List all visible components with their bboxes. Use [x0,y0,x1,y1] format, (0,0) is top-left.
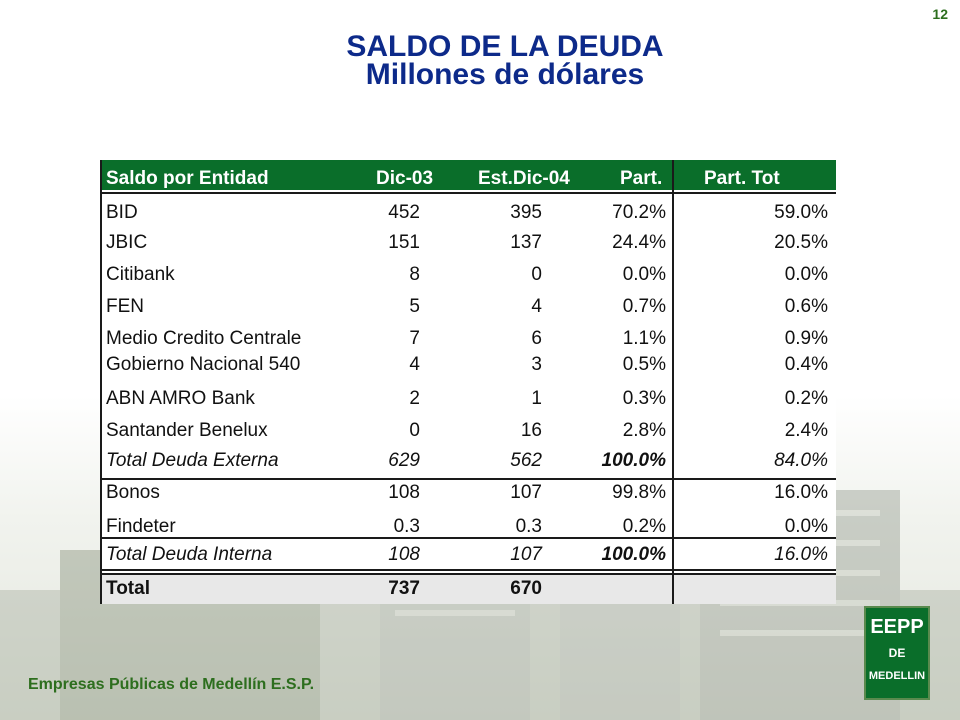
page-title: SALDO DE LA DEUDA [346,30,664,63]
table-cell-dic03: 151 [388,232,420,253]
table-cell-dic03: 108 [388,544,420,565]
table-cell-est04: 6 [531,328,542,349]
table-cell-part_tot: 16.0% [774,544,828,565]
rule-total-top [100,569,836,571]
total-row-background [100,573,836,604]
page-number: 12 [932,6,948,22]
table-cell-part: 0.7% [622,296,666,317]
debt-table: Saldo por Entidad Dic-03 Est.Dic-04 Part… [100,160,836,604]
table-cell-part: 100.0% [601,544,666,565]
header-part-tot: Part. Tot [704,168,780,189]
table-left-border [100,160,102,604]
company-logo: EEPP DE MEDELLIN [864,606,930,700]
table-cell-part_tot: 0.9% [784,328,828,349]
rule-ext [100,478,836,480]
table-cell-part: 0.5% [622,354,666,375]
table-cell-dic03: 737 [388,578,420,599]
table-cell-part: 0.3% [622,388,666,409]
table-cell-dic03: 8 [409,264,420,285]
table-cell-est04: 16 [520,420,542,441]
table-cell-dic03: 0.3 [393,516,420,537]
table-cell-entity: BID [106,202,138,223]
table-cell-est04: 137 [510,232,542,253]
table-header: Saldo por Entidad Dic-03 Est.Dic-04 Part… [100,160,836,190]
table-cell-est04: 1 [531,388,542,409]
rule-header [100,192,836,194]
page-subtitle: Millones de dólares [365,58,645,91]
table-cell-part: 1.1% [622,328,666,349]
table-cell-est04: 670 [510,578,542,599]
table-cell-entity: Gobierno Nacional 540 [106,354,301,375]
table-cell-dic03: 452 [388,202,420,223]
table-cell-part_tot: 0.0% [784,516,828,537]
table-cell-entity: Total [106,578,150,599]
table-cell-est04: 107 [510,482,542,503]
header-est04: Est.Dic-04 [478,168,570,189]
table-cell-dic03: 629 [388,450,420,471]
table-cell-dic03: 7 [409,328,420,349]
table-cell-dic03: 4 [409,354,420,375]
table-cell-part: 99.8% [612,482,666,503]
table-cell-entity: Medio Credito Centrale [106,328,302,349]
table-cell-entity: Findeter [106,516,176,537]
table-cell-dic03: 2 [409,388,420,409]
table-cell-entity: JBIC [106,232,148,253]
table-cell-part_tot: 0.6% [784,296,828,317]
header-dic03: Dic-03 [376,168,434,189]
table-cell-part_tot: 0.2% [784,388,828,409]
table-divider [672,160,674,604]
rule-total-top2 [100,573,836,575]
table-cell-part: 100.0% [601,450,666,471]
table-cell-entity: Total Deuda Interna [106,544,273,565]
table-cell-entity: Citibank [106,264,175,285]
table-cell-part_tot: 2.4% [784,420,828,441]
table-cell-est04: 395 [510,202,542,223]
table-cell-entity: ABN AMRO Bank [106,388,255,409]
table-cell-est04: 562 [510,450,542,471]
table-cell-entity: Bonos [106,482,160,503]
table-cell-part_tot: 0.0% [784,264,828,285]
table-cell-part: 0.0% [622,264,666,285]
rule-int-top [100,537,836,539]
table-cell-est04: 4 [531,296,542,317]
table-cell-est04: 3 [531,354,542,375]
table-cell-part_tot: 59.0% [774,202,828,223]
table-cell-part_tot: 20.5% [774,232,828,253]
table-cell-dic03: 108 [388,482,420,503]
table-cell-est04: 107 [510,544,542,565]
table-cell-part: 2.8% [622,420,666,441]
table-cell-entity: Total Deuda Externa [106,450,279,471]
footer-company: Empresas Públicas de Medellín E.S.P. [28,676,315,693]
table-cell-part: 24.4% [612,232,666,253]
table-cell-est04: 0 [531,264,542,285]
table-cell-part_tot: 16.0% [774,482,828,503]
header-entity: Saldo por Entidad [106,168,269,189]
table-cell-est04: 0.3 [515,516,542,537]
table-cell-entity: FEN [106,296,144,317]
table-cell-part_tot: 0.4% [784,354,828,375]
header-part: Part. [620,168,663,189]
table-cell-dic03: 5 [409,296,420,317]
table-cell-dic03: 0 [409,420,420,441]
table-cell-part: 0.2% [622,516,666,537]
table-cell-part_tot: 84.0% [774,450,828,471]
table-cell-entity: Santander Benelux [106,420,268,441]
table-cell-part: 70.2% [612,202,666,223]
